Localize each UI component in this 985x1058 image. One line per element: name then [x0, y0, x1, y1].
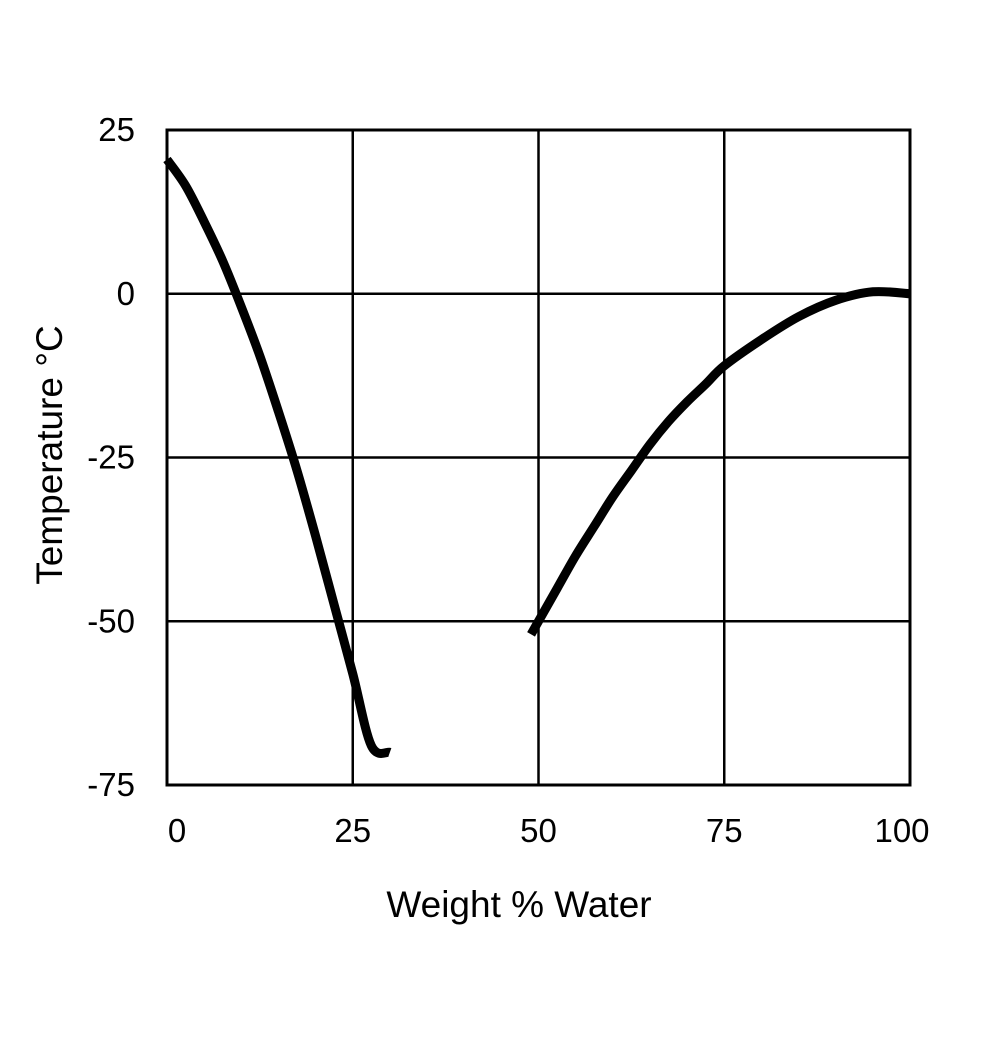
x-axis-title: Weight % Water: [386, 884, 651, 925]
x-tick-label: 0: [168, 812, 186, 849]
x-tick-label: 100: [874, 812, 929, 849]
y-axis-ticks: 25 0 -25 -50 -75: [87, 111, 135, 803]
plot-area-border: [165, 128, 912, 787]
x-tick-label: 75: [706, 812, 743, 849]
series-lines: [163, 156, 911, 758]
x-tick-label: 25: [334, 812, 371, 849]
y-tick-label: -50: [87, 602, 135, 639]
x-axis-ticks: 0 25 50 75 100: [168, 812, 930, 849]
series-line-right-branch: [527, 287, 911, 637]
x-tick-label: 50: [520, 812, 557, 849]
y-tick-label: -25: [87, 439, 135, 476]
y-tick-label: -75: [87, 766, 135, 803]
y-axis-title: Temperature °C: [29, 325, 70, 585]
y-tick-label: 0: [117, 275, 135, 312]
series-line-left-branch: [163, 156, 392, 758]
y-tick-label: 25: [98, 111, 135, 148]
